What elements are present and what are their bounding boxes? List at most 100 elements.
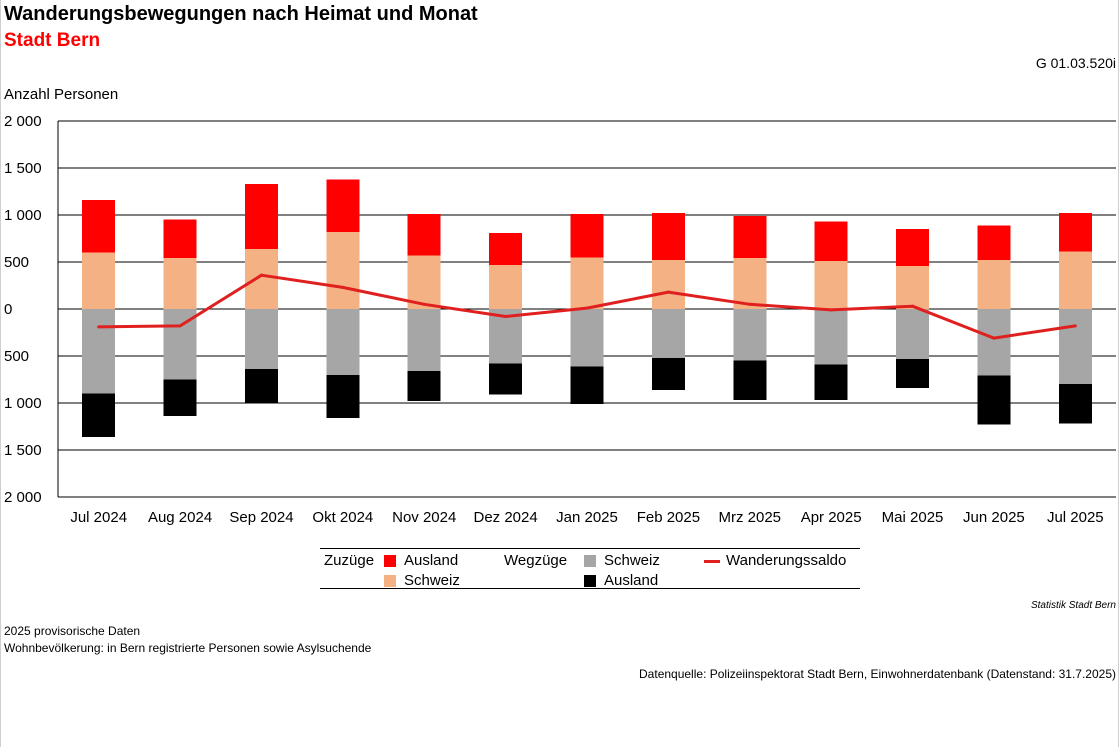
bar-wegzuege-schweiz	[814, 309, 848, 365]
bar-zuzuege-ausland	[651, 213, 685, 261]
x-tick-label: Jul 2024	[70, 509, 127, 526]
y-tick-label: 500	[4, 254, 29, 271]
y-tick-label: 2 000	[4, 113, 42, 130]
y-tick-label: 1 000	[4, 395, 42, 412]
x-tick-label: Jun 2025	[963, 509, 1025, 526]
bar-zuzuege-ausland	[896, 229, 930, 266]
bar-zuzuege-schweiz	[1058, 251, 1092, 309]
point-wanderungssaldo	[911, 304, 915, 308]
legend-group-wegzuege: Wegzüge	[504, 552, 568, 569]
y-tick-label: 1 500	[4, 442, 42, 459]
legend-label-zuzuege-ausland: Ausland	[404, 552, 459, 569]
bar-zuzuege-ausland	[326, 179, 360, 232]
bar-zuzuege-schweiz	[326, 231, 360, 309]
point-wanderungssaldo	[992, 336, 996, 340]
note-provisional: 2025 provisorische Daten	[4, 624, 141, 638]
bar-wegzuege-ausland	[1058, 384, 1092, 424]
bar-wegzuege-schweiz	[896, 309, 930, 359]
bar-wegzuege-ausland	[814, 364, 848, 401]
bar-zuzuege-ausland	[163, 219, 197, 259]
x-tick-label: Dez 2024	[474, 509, 538, 526]
bar-wegzuege-ausland	[163, 379, 197, 417]
y-tick-label: 1 500	[4, 160, 42, 177]
bar-wegzuege-schweiz	[977, 309, 1011, 376]
note-population: Wohnbevölkerung: in Bern registrierte Pe…	[4, 641, 372, 655]
point-wanderungssaldo	[829, 308, 833, 312]
page-subtitle: Stadt Bern	[4, 30, 101, 51]
legend-swatch-wegzuege-ausland	[584, 575, 596, 587]
legend-label-wegzuege-ausland: Ausland	[604, 572, 659, 589]
bar-wegzuege-schweiz	[651, 309, 685, 358]
point-wanderungssaldo	[1073, 324, 1077, 328]
point-wanderungssaldo	[666, 290, 670, 294]
bar-wegzuege-ausland	[82, 393, 116, 437]
point-wanderungssaldo	[748, 302, 752, 306]
x-tick-label: Mai 2025	[882, 509, 944, 526]
bar-wegzuege-ausland	[244, 369, 278, 403]
legend-group-zuzuege: Zuzüge	[324, 552, 375, 569]
bar-wegzuege-ausland	[407, 371, 441, 402]
bar-wegzuege-ausland	[651, 357, 685, 390]
x-tick-label: Sep 2024	[229, 509, 293, 526]
bar-zuzuege-schweiz	[896, 265, 930, 309]
bar-zuzuege-ausland	[489, 232, 523, 265]
x-tick-label: Okt 2024	[312, 509, 373, 526]
point-wanderungssaldo	[585, 306, 589, 310]
page-title: Wanderungsbewegungen nach Heimat und Mon…	[4, 3, 478, 25]
bar-zuzuege-schweiz	[651, 260, 685, 309]
point-wanderungssaldo	[504, 315, 508, 319]
bar-zuzuege-schweiz	[733, 258, 767, 309]
bar-zuzuege-schweiz	[977, 260, 1011, 309]
legend-swatch-wegzuege-schweiz	[584, 555, 596, 567]
bar-zuzuege-schweiz	[570, 257, 604, 309]
x-tick-label: Jul 2025	[1047, 509, 1104, 526]
bar-zuzuege-schweiz	[489, 264, 523, 309]
bar-zuzuege-ausland	[82, 199, 116, 253]
bar-zuzuege-ausland	[244, 183, 278, 249]
bar-zuzuege-ausland	[733, 215, 767, 259]
point-wanderungssaldo	[97, 325, 101, 329]
x-tick-label: Nov 2024	[392, 509, 456, 526]
legend-label-saldo: Wanderungssaldo	[726, 552, 847, 569]
legend-swatch-zuzuege-ausland	[384, 555, 396, 567]
bar-wegzuege-ausland	[570, 366, 604, 404]
y-tick-label: 0	[4, 301, 12, 318]
bar-wegzuege-schweiz	[733, 309, 767, 361]
bar-wegzuege-schweiz	[1058, 309, 1092, 385]
bar-zuzuege-schweiz	[163, 258, 197, 309]
legend-label-zuzuege-schweiz: Schweiz	[404, 572, 460, 589]
bar-wegzuege-ausland	[977, 375, 1011, 425]
chart-legend: Zuzüge Ausland Schweiz Wegzüge Schweiz A…	[320, 548, 860, 589]
bar-zuzuege-ausland	[407, 214, 441, 256]
point-wanderungssaldo	[178, 324, 182, 328]
bar-wegzuege-ausland	[733, 360, 767, 401]
legend-line-saldo	[704, 560, 720, 563]
bar-zuzuege-schweiz	[407, 255, 441, 309]
point-wanderungssaldo	[422, 302, 426, 306]
y-tick-label: 1 000	[4, 207, 42, 224]
bar-wegzuege-schweiz	[244, 309, 278, 370]
bar-wegzuege-ausland	[896, 358, 930, 388]
bar-zuzuege-schweiz	[244, 248, 278, 309]
bar-zuzuege-ausland	[977, 225, 1011, 261]
data-source: Datenquelle: Polizeiinspektorat Stadt Be…	[639, 667, 1116, 681]
x-tick-label: Feb 2025	[637, 509, 700, 526]
source-credit: Statistik Stadt Bern	[1030, 600, 1116, 611]
bar-zuzuege-ausland	[1058, 213, 1092, 252]
bar-wegzuege-schweiz	[489, 309, 523, 364]
point-wanderungssaldo	[259, 273, 263, 277]
x-tick-label: Aug 2024	[148, 509, 212, 526]
bar-wegzuege-schweiz	[407, 309, 441, 372]
y-tick-label: 500	[4, 348, 29, 365]
bar-wegzuege-schweiz	[82, 309, 116, 394]
legend-label-wegzuege-schweiz: Schweiz	[604, 552, 660, 569]
x-tick-label: Apr 2025	[801, 509, 862, 526]
bar-zuzuege-ausland	[570, 214, 604, 258]
legend-swatch-zuzuege-schweiz	[384, 575, 396, 587]
bar-zuzuege-ausland	[814, 221, 848, 262]
bar-wegzuege-ausland	[326, 374, 360, 419]
bar-zuzuege-schweiz	[82, 252, 116, 309]
bar-wegzuege-schweiz	[326, 309, 360, 375]
bar-wegzuege-ausland	[489, 363, 523, 395]
y-axis-label: Anzahl Personen	[4, 86, 119, 103]
